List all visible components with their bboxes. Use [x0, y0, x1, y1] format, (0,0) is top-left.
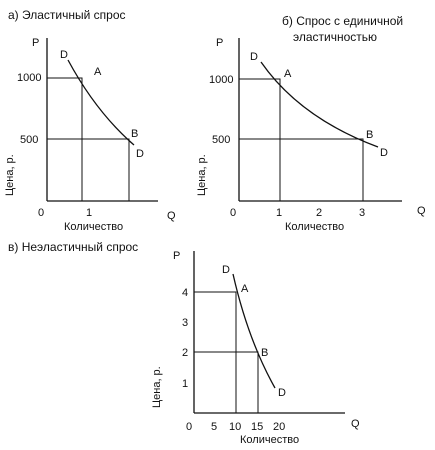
panel-a-guide-b [47, 138, 130, 201]
panel-c-point-a: A [241, 283, 249, 295]
panel-a-tick-500: 500 [20, 134, 38, 146]
panel-b-d-end: D [380, 147, 388, 159]
panel-c-guide-a [194, 291, 237, 413]
panel-b-demand-curve [260, 61, 379, 148]
panel-b-y-axis-label: Цена, р. [196, 154, 208, 196]
panel-c-origin: 0 [186, 421, 192, 433]
panel-b-point-b: B [366, 129, 373, 141]
panel-b-tick-q1: 1 [276, 207, 282, 219]
panel-a-point-b: B [131, 128, 138, 140]
panel-b-tick-q3: 3 [359, 207, 365, 219]
panel-a-tick-1000: 1000 [17, 72, 41, 84]
panel-b-q-label: Q [417, 205, 426, 217]
panel-c-tick-4: 4 [182, 287, 188, 299]
panel-a-d-start: D [60, 49, 68, 61]
panel-b-guide-a [239, 78, 281, 201]
panel-elastic-demand: а) Эластичный спрос P Q Цена, р. Количес… [4, 8, 176, 233]
panel-a-title: а) Эластичный спрос [8, 8, 126, 22]
panel-b-d-start: D [250, 51, 258, 63]
panel-b-title-line2: эластичностью [293, 30, 377, 44]
panel-c-tick-1: 1 [182, 378, 188, 390]
panel-c-tick-q15: 15 [251, 421, 263, 433]
panel-b-title-line1: б) Спрос с единичной [282, 14, 403, 28]
panel-c-tick-q5: 5 [211, 421, 217, 433]
panel-unit-elastic-demand: б) Спрос с единичной эластичностью P Q Ц… [196, 14, 426, 233]
panel-a-x-axis-label: Количество [64, 221, 123, 233]
panel-a-guide-a [47, 77, 83, 201]
panel-b-origin: 0 [230, 207, 236, 219]
panel-c-demand-curve [232, 273, 276, 389]
panel-c-guide-b [194, 351, 259, 413]
panel-b-point-a: A [284, 68, 292, 80]
panel-c-x-axis-label: Количество [240, 434, 299, 446]
panel-inelastic-demand: в) Неэластичный спрос P Q Цена, р. Колич… [8, 240, 360, 446]
panel-c-tick-3: 3 [182, 317, 188, 329]
panel-a-origin: 0 [38, 207, 44, 219]
panel-b-guide-b [239, 138, 364, 201]
panel-a-d-end: D [136, 148, 144, 160]
panel-a-y-axis-label: Цена, р. [4, 154, 16, 196]
panel-c-y-axis-label: Цена, р. [151, 366, 163, 408]
panel-b-tick-1000: 1000 [209, 74, 233, 86]
panel-c-q-label: Q [351, 418, 360, 430]
panel-a-demand-curve [67, 59, 135, 146]
panel-c-tick-q20: 20 [273, 421, 285, 433]
panel-a-q-label: Q [167, 210, 176, 222]
panel-c-p-label: P [173, 250, 180, 262]
panel-b-x-axis-label: Количество [285, 221, 344, 233]
panel-a-tick-q1: 1 [86, 207, 92, 219]
panel-c-d-end: D [278, 387, 286, 399]
panel-c-point-b: B [261, 347, 268, 359]
panel-b-tick-q2: 2 [316, 207, 322, 219]
panel-c-tick-q10: 10 [229, 421, 241, 433]
panel-c-title: в) Неэластичный спрос [8, 240, 138, 254]
panel-b-p-label: P [216, 37, 223, 49]
panel-c-tick-2: 2 [182, 347, 188, 359]
panel-c-d-start: D [222, 264, 230, 276]
panel-b-tick-500: 500 [212, 134, 230, 146]
panel-a-point-a: A [94, 66, 102, 78]
panel-a-p-label: P [32, 37, 39, 49]
